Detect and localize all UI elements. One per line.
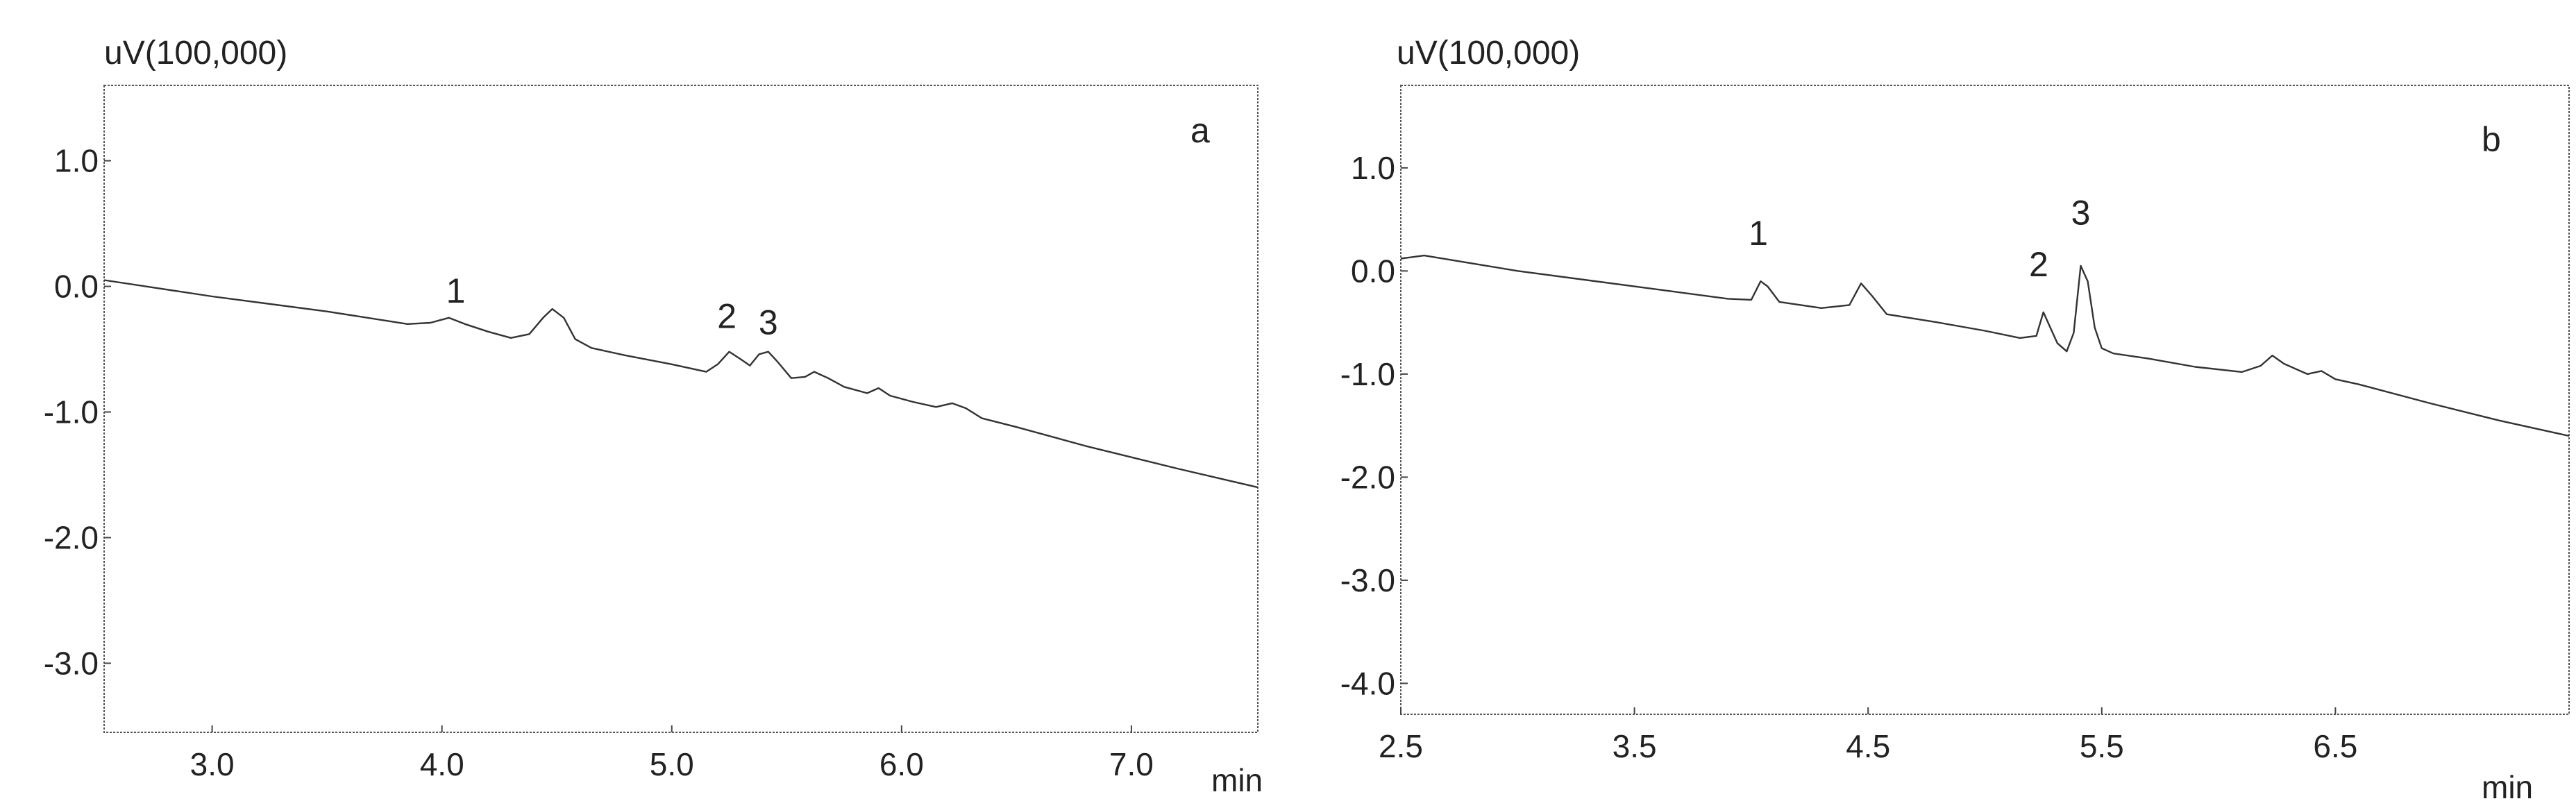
x-tick-label-b: 2.5	[1379, 728, 1423, 764]
x-tick-label-a: 6.0	[879, 746, 924, 782]
chromatogram-trace-b	[1400, 254, 2570, 437]
y-tick-label-a: 1.0	[54, 143, 99, 179]
traces-b	[1400, 254, 2570, 437]
x-tick-label-b: 4.5	[1846, 728, 1890, 764]
axis-ticks-b	[1400, 167, 2337, 714]
x-tick-label-a: 5.0	[650, 746, 694, 782]
axis-ticks-a	[104, 160, 1132, 732]
peak-label-a: 1	[446, 271, 466, 310]
plot-frame-a	[103, 85, 1258, 733]
x-tick-label-b: 6.5	[2313, 728, 2357, 764]
panel-a: uV(100,000) min a 3.0 4.0 5.0 6.0 7.0 1.0 0.0 -…	[44, 35, 1263, 798]
y-tick-label-b: 1.0	[1351, 150, 1395, 186]
peak-label-b: 1	[1749, 214, 1768, 253]
x-axis-unit-b: min	[2482, 769, 2533, 805]
chromatogram-trace-a	[103, 279, 1258, 489]
peak-labels-a: 1 2 3	[446, 271, 778, 342]
x-tick-label-a: 4.0	[420, 746, 464, 782]
y-tick-label-a: -3.0	[44, 645, 99, 681]
y-tick-label-b: 0.0	[1351, 253, 1395, 289]
x-tick-label-a: 7.0	[1109, 746, 1154, 782]
peak-label-a: 2	[717, 296, 736, 335]
y-tick-label-b: -3.0	[1340, 562, 1395, 598]
peak-label-b: 3	[2071, 194, 2091, 233]
panel-label-a: a	[1190, 111, 1210, 150]
peak-labels-b: 1 23	[1749, 194, 2090, 284]
plot-frame-b	[1400, 85, 2570, 715]
y-axis-label-b: uV(100,000)	[1397, 35, 1580, 71]
y-tick-label-a: -1.0	[44, 394, 99, 430]
y-tick-label-a: 0.0	[54, 269, 99, 305]
traces-a	[103, 279, 1258, 489]
y-tick-label-b: -2.0	[1340, 459, 1395, 495]
x-tick-label-b: 5.5	[2080, 728, 2124, 764]
peak-label-b: 2	[2029, 245, 2048, 284]
y-axis-label-a: uV(100,000)	[104, 35, 287, 71]
y-tick-label-b: -4.0	[1340, 665, 1395, 701]
panel-b: uV(100,000) min b 2.5 3.5 4.5 5.5 6.5 1.0 0.0 -…	[1340, 35, 2570, 805]
x-tick-label-b: 3.5	[1613, 728, 1657, 764]
y-tick-label-b: -1.0	[1340, 356, 1395, 392]
panel-label-b: b	[2482, 120, 2501, 159]
tick-labels-a: 3.0 4.0 5.0 6.0 7.0 1.0 0.0 -1.0 -2.0 -3.0	[44, 143, 1154, 782]
x-axis-unit-a: min	[1211, 762, 1263, 798]
y-tick-label-a: -2.0	[44, 519, 99, 555]
peak-label-a: 3	[759, 303, 778, 342]
x-tick-label-a: 3.0	[190, 746, 235, 782]
tick-labels-b: 2.5 3.5 4.5 5.5 6.5 1.0 0.0 -1.0 -2.0 -3.0 -4.0	[1340, 150, 2358, 764]
